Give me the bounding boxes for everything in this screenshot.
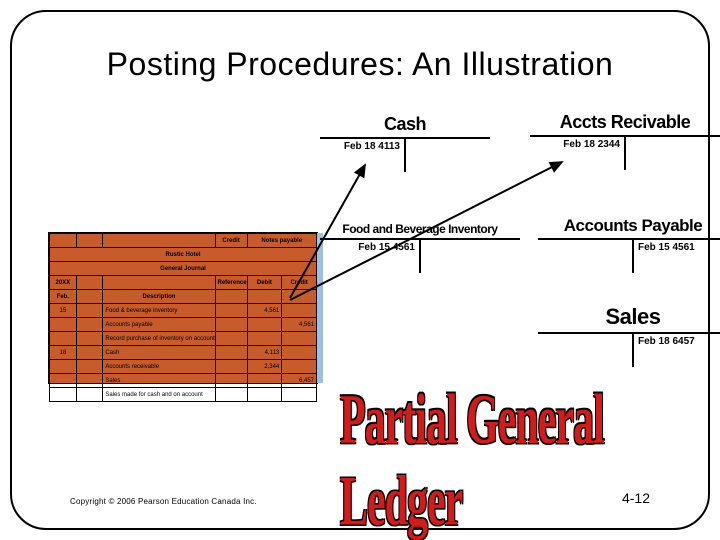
tacct-title: Accts Recivable	[530, 112, 720, 133]
tacct-credit	[421, 240, 520, 273]
offset-hdr-credit: Credit	[215, 234, 247, 248]
slide-title: Posting Procedures: An Illustration	[0, 46, 720, 83]
tacct-sales: Sales Feb 18 6457	[538, 304, 720, 367]
journal-col-headers: 20XX Reference Debit Credit	[50, 276, 317, 290]
tacct-credit	[406, 139, 490, 172]
tacct-credit	[626, 137, 720, 170]
tacct-title: Cash	[320, 114, 490, 135]
journal-row: 15 Food & beverage inventory 4,561	[50, 304, 317, 318]
journal-row: Sales made for cash and on account	[50, 388, 317, 402]
journal-title-1: Rustic Hotel	[50, 248, 317, 262]
slide-root: Posting Procedures: An Illustration Cred…	[0, 0, 720, 540]
journal-row: Record purchase of inventory on account	[50, 332, 317, 346]
tacct-credit: Feb 15 4561	[634, 240, 720, 273]
tacct-debit: Feb 15 4561	[320, 240, 421, 273]
tacct-debit: Feb 18 4113	[320, 139, 406, 172]
tacct-credit: Feb 18 6457	[634, 334, 720, 367]
wordart-ledger: Partial General Ledger	[340, 380, 720, 540]
tacct-fbi: Food and Beverage Inventory Feb 15 4561	[320, 222, 520, 273]
journal-title-2: General Journal	[50, 262, 317, 276]
journal-offset-header: Credit Notes payable	[50, 234, 317, 248]
tacct-debit	[538, 240, 634, 273]
journal-row: Sales 6,457	[50, 374, 317, 388]
general-journal: Credit Notes payable Rustic Hotel Genera…	[48, 232, 318, 384]
journal-row: Accounts receivable 2,344	[50, 360, 317, 374]
tacct-title: Accounts Payable	[538, 216, 720, 236]
tacct-cash: Cash Feb 18 4113	[320, 114, 490, 172]
tacct-debit	[538, 334, 634, 367]
copyright-text: Copyright © 2006 Pearson Education Canad…	[70, 497, 257, 506]
journal-row: Accounts payable 4,561	[50, 318, 317, 332]
tacct-title: Sales	[538, 304, 720, 330]
tacct-ar: Accts Recivable Feb 18 2344	[530, 112, 720, 170]
tacct-ap: Accounts Payable Feb 15 4561	[538, 216, 720, 273]
tacct-title: Food and Beverage Inventory	[320, 222, 520, 236]
offset-hdr-np: Notes payable	[247, 234, 316, 248]
tacct-debit: Feb 18 2344	[530, 137, 626, 170]
journal-row: 18 Cash 4,113	[50, 346, 317, 360]
page-number: 4-12	[622, 490, 650, 506]
